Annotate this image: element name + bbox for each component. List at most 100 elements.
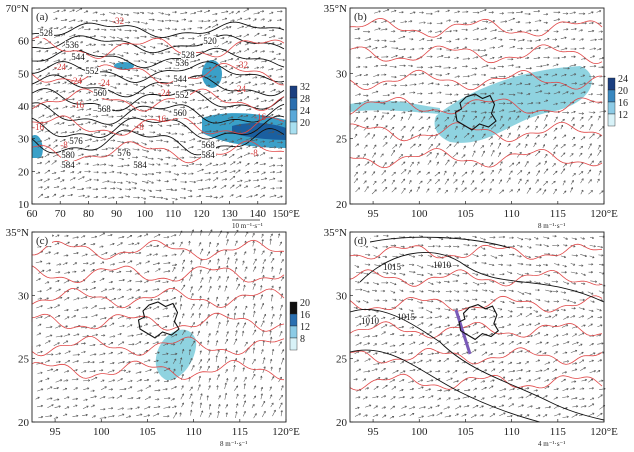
geopotential-label: 576 bbox=[69, 136, 83, 146]
wind-vector-arrow bbox=[54, 304, 60, 309]
wind-vector-arrow bbox=[92, 187, 99, 191]
x-tick-label: 110 bbox=[165, 208, 182, 220]
wind-vector-arrow bbox=[481, 300, 487, 304]
wind-vector-arrow bbox=[488, 136, 493, 141]
wind-vector-arrow bbox=[455, 38, 460, 41]
wind-vector-arrow bbox=[145, 306, 152, 311]
wind-vector-arrow bbox=[47, 306, 53, 309]
temperature-label: -8 bbox=[60, 140, 68, 150]
wind-vector-arrow bbox=[227, 58, 234, 61]
wind-vector-arrow bbox=[64, 406, 70, 410]
wind-vector-arrow bbox=[243, 185, 249, 189]
wind-vector-arrow bbox=[516, 273, 524, 277]
wind-vector-arrow bbox=[109, 335, 116, 338]
wind-vector-arrow bbox=[462, 65, 468, 68]
wind-vector-arrow bbox=[61, 9, 67, 12]
wind-vector-arrow bbox=[516, 255, 522, 258]
wind-vector-arrow bbox=[499, 388, 507, 392]
wind-vector-arrow bbox=[381, 45, 387, 49]
wind-vector-arrow bbox=[270, 257, 275, 264]
wind-vector-arrow bbox=[140, 196, 147, 200]
wind-vector-arrow bbox=[236, 161, 242, 165]
wind-vector-arrow bbox=[463, 264, 470, 267]
wind-vector-arrow bbox=[498, 351, 505, 355]
wind-vector-arrow bbox=[71, 315, 77, 319]
wind-vector-arrow bbox=[162, 280, 169, 284]
wind-vector-arrow bbox=[578, 171, 584, 176]
wind-vector-arrow bbox=[260, 140, 265, 143]
wind-vector-arrow bbox=[535, 101, 541, 105]
wind-vector-arrow bbox=[268, 140, 275, 143]
wind-vector-arrow bbox=[188, 357, 193, 365]
wind-vector-arrow bbox=[399, 143, 402, 148]
wind-vector-arrow bbox=[418, 341, 425, 345]
colorbar-label: 32 bbox=[300, 82, 310, 93]
wind-vector-arrow bbox=[157, 149, 162, 152]
wind-vector-arrow bbox=[535, 134, 540, 139]
wind-vector-arrow bbox=[245, 137, 253, 141]
wind-vector-arrow bbox=[205, 321, 209, 326]
wind-vector-arrow bbox=[428, 281, 434, 285]
wind-vector-arrow bbox=[354, 27, 360, 31]
wind-vector-arrow bbox=[571, 254, 578, 257]
wind-vector-arrow bbox=[188, 146, 194, 149]
wind-vector-arrow bbox=[535, 162, 541, 167]
wind-vector-arrow bbox=[452, 171, 456, 177]
wind-vector-arrow bbox=[515, 82, 523, 86]
wind-vector-arrow bbox=[507, 132, 511, 139]
wind-vector-arrow bbox=[571, 110, 576, 114]
wind-vector-arrow bbox=[204, 123, 211, 127]
wind-vector-arrow bbox=[178, 321, 182, 327]
wind-vector-arrow bbox=[269, 82, 275, 86]
wind-vector-arrow bbox=[204, 186, 211, 190]
wind-vector-arrow bbox=[399, 64, 406, 67]
wind-vector-arrow bbox=[525, 125, 530, 130]
wind-vector-arrow bbox=[36, 171, 41, 174]
wind-vector-arrow bbox=[488, 263, 495, 267]
wind-vector-arrow bbox=[229, 194, 234, 197]
wind-vector-arrow bbox=[181, 402, 184, 408]
wind-vector-arrow bbox=[252, 18, 257, 22]
wind-vector-arrow bbox=[389, 40, 396, 43]
wind-vector-arrow bbox=[92, 11, 98, 14]
wind-vector-arrow bbox=[543, 37, 550, 41]
wind-vector-arrow bbox=[562, 67, 570, 70]
wind-vector-arrow bbox=[252, 240, 255, 247]
wind-vector-arrow bbox=[124, 21, 131, 24]
wind-vector-arrow bbox=[416, 186, 420, 193]
wind-vector-arrow bbox=[452, 161, 457, 167]
temperature-contour bbox=[349, 17, 603, 38]
wind-vector-arrow bbox=[363, 180, 367, 184]
wind-vector-arrow bbox=[409, 387, 415, 391]
wind-vector-arrow bbox=[234, 258, 238, 264]
wind-vector-arrow bbox=[53, 398, 60, 401]
wind-vector-arrow bbox=[199, 295, 202, 302]
wind-vector-arrow bbox=[499, 189, 505, 194]
wind-vector-arrow bbox=[91, 43, 96, 47]
wind-vector-arrow bbox=[436, 91, 442, 94]
wind-vector-arrow bbox=[243, 357, 246, 365]
wind-vector-arrow bbox=[173, 173, 180, 176]
wind-vector-arrow bbox=[560, 255, 567, 259]
wind-vector-arrow bbox=[588, 387, 594, 390]
wind-vector-arrow bbox=[243, 251, 247, 256]
wind-vector-arrow bbox=[236, 403, 239, 408]
wind-vector-arrow bbox=[191, 340, 196, 347]
wind-vector-arrow bbox=[141, 101, 147, 104]
wind-vector-arrow bbox=[599, 126, 605, 132]
wind-vector-arrow bbox=[525, 341, 530, 345]
wind-vector-arrow bbox=[89, 353, 97, 356]
wind-vector-arrow bbox=[382, 142, 388, 147]
y-tick-label: 20 bbox=[18, 166, 30, 178]
wind-vector-arrow bbox=[157, 158, 164, 161]
wind-vector-arrow bbox=[211, 23, 219, 28]
wind-vector-arrow bbox=[480, 101, 486, 104]
wind-vector-arrow bbox=[80, 296, 88, 299]
y-tick-label: 70°N bbox=[6, 3, 29, 15]
wind-vector-arrow bbox=[401, 405, 407, 409]
wind-vector-arrow bbox=[245, 123, 251, 126]
wind-vector-arrow bbox=[535, 264, 542, 267]
wind-vector-arrow bbox=[481, 116, 486, 123]
wind-vector-arrow bbox=[52, 193, 57, 197]
wind-vector-arrow bbox=[408, 334, 414, 337]
